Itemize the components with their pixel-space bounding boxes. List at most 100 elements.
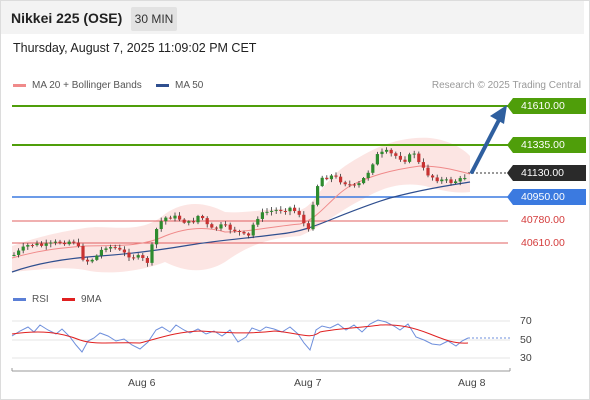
candle-body-67 (320, 177, 324, 187)
candle-body-38 (187, 221, 191, 223)
candle-body-10 (58, 241, 62, 243)
candle-body-22 (113, 247, 117, 249)
candle-body-0 (12, 254, 16, 256)
candle-body-1 (17, 250, 21, 255)
candle-body-76 (362, 178, 366, 184)
candle-body-9 (53, 241, 57, 243)
bollinger-band-area (12, 137, 470, 273)
candle-body-69 (329, 175, 333, 180)
candle-body-37 (182, 219, 186, 223)
rsi-9ma-line (11, 324, 469, 344)
candle-body-39 (191, 221, 195, 223)
candle-body-19 (99, 249, 103, 256)
candle-body-64 (306, 223, 310, 230)
candle-body-48 (233, 229, 237, 232)
ma20-line (11, 165, 471, 259)
candle-body-86 (408, 154, 412, 162)
candle-body-84 (398, 155, 402, 160)
candle-body-85 (403, 159, 407, 162)
legend-swatch-ma50 (156, 84, 169, 87)
candle-body-25 (127, 252, 131, 258)
candle-body-7 (44, 243, 48, 246)
candle-body-77 (366, 172, 370, 179)
candle-body-63 (302, 214, 306, 224)
candle-body-62 (297, 211, 301, 215)
legend-label-9ma: 9MA (81, 294, 102, 305)
candle-body-2 (21, 246, 25, 251)
candle-body-60 (288, 207, 292, 212)
candle-body-54 (260, 212, 264, 219)
candle-body-41 (201, 215, 205, 219)
last-price-label: 41130.00 (507, 165, 586, 181)
legend-item-9ma: 9MA (62, 294, 102, 305)
candle-body-82 (389, 149, 393, 154)
candle-body-14 (76, 242, 80, 247)
timeframe-button[interactable]: 30 MIN (131, 7, 177, 31)
candle-body-49 (237, 231, 241, 233)
candle-body-52 (251, 224, 255, 236)
resistance-label-1: 41335.00 (507, 137, 586, 153)
legend-swatch-bollinger (13, 84, 26, 87)
candle-body-93 (440, 179, 444, 182)
candle-body-98 (463, 178, 467, 180)
candle-body-31 (155, 229, 159, 245)
candle-body-40 (196, 215, 200, 223)
candle-body-24 (122, 249, 126, 253)
candle-body-94 (444, 179, 448, 181)
rsi-level-50: 50 (520, 334, 532, 346)
candle-body-8 (49, 242, 53, 244)
candle-body-59 (283, 210, 287, 212)
candle-body-57 (274, 209, 278, 211)
rsi-level-70: 70 (520, 315, 532, 327)
legend-label-ma50: MA 50 (175, 80, 204, 91)
candle-body-72 (343, 182, 347, 185)
rsi-level-30: 30 (520, 352, 532, 364)
candle-body-3 (26, 245, 30, 247)
candle-body-66 (316, 186, 320, 205)
candle-body-87 (412, 153, 416, 155)
candle-body-33 (164, 217, 168, 222)
candle-body-17 (90, 259, 94, 262)
legend-label-bollinger: MA 20 + Bollinger Bands (32, 80, 142, 91)
candle-body-65 (311, 204, 315, 230)
candle-body-36 (178, 215, 182, 220)
candle-body-13 (72, 241, 76, 243)
candle-body-35 (173, 215, 177, 219)
candle-body-79 (375, 154, 379, 165)
candle-body-88 (417, 153, 421, 163)
candle-body-74 (352, 184, 356, 186)
candle-body-91 (431, 175, 435, 178)
candle-body-56 (270, 210, 274, 212)
candle-body-96 (454, 181, 458, 184)
legend-item-rsi: RSI (13, 294, 49, 305)
candle-body-45 (219, 224, 223, 229)
candle-body-5 (35, 243, 39, 246)
candle-body-70 (334, 175, 338, 177)
candle-body-53 (256, 218, 260, 225)
rsi-line (11, 319, 469, 353)
pivot-label: 40950.00 (507, 189, 586, 205)
candle-body-61 (293, 207, 297, 212)
candlestick-series (12, 147, 467, 267)
candle-body-27 (136, 255, 140, 258)
candle-body-78 (371, 164, 375, 173)
candle-body-81 (385, 149, 389, 152)
resistance-label-2: 41610.00 (507, 98, 586, 114)
x-axis-label-aug7: Aug 7 (294, 377, 322, 389)
candle-body-95 (449, 179, 453, 184)
candle-body-89 (421, 162, 425, 168)
candle-body-20 (104, 248, 108, 250)
candle-body-47 (228, 224, 232, 230)
candle-body-11 (63, 242, 67, 245)
candle-body-29 (145, 257, 149, 263)
support-label-2: 40610.00 (521, 237, 565, 249)
copyright-text: Research © 2025 Trading Central (431, 80, 581, 91)
candle-body-28 (141, 255, 145, 258)
candle-body-15 (81, 246, 85, 260)
candle-body-6 (40, 243, 44, 246)
chart-header: Nikkei 225 (OSE) 30 MIN (1, 1, 584, 34)
ma50-line (11, 181, 471, 273)
candle-body-75 (357, 183, 361, 186)
forecast-arrow-head (490, 105, 507, 124)
candle-body-16 (86, 259, 90, 262)
